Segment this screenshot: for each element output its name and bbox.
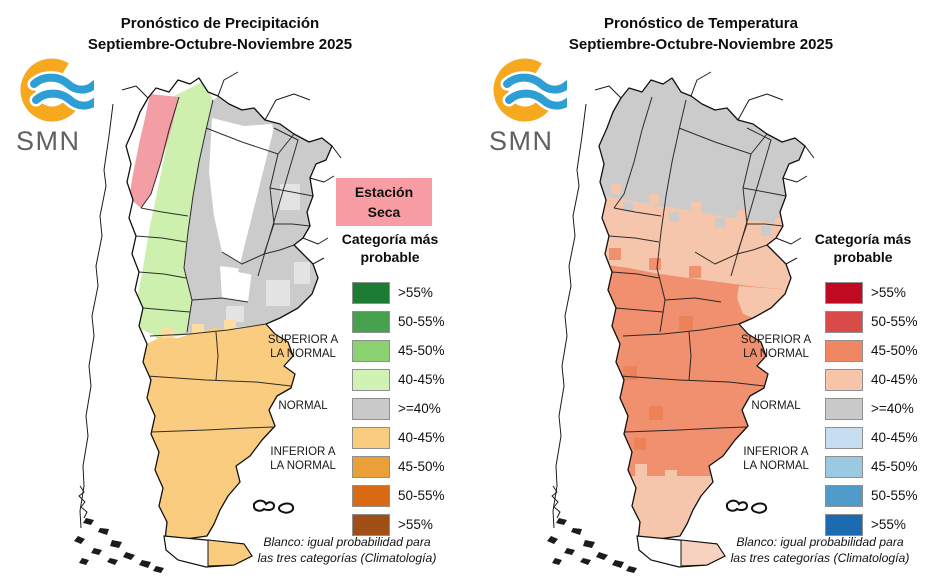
- smn-logo-icon: [493, 58, 567, 122]
- title-line1: Pronóstico de Precipitación: [120, 15, 320, 32]
- legend-swatch: [352, 311, 390, 333]
- legend-swatch: [825, 282, 863, 304]
- legend-label: 50-55%: [871, 314, 918, 329]
- legend-swatch: [352, 514, 390, 536]
- dry-season-line2: Seca: [367, 204, 401, 220]
- legend-header-line2: probable: [833, 249, 893, 266]
- legend-label: 50-55%: [398, 314, 445, 329]
- precipitation-title: Pronóstico de Precipitación Septiembre-O…: [8, 13, 432, 55]
- legend-header: Categoría más probable: [795, 230, 931, 266]
- legend-header: Categoría más probable: [322, 230, 458, 266]
- legend-label: 50-55%: [398, 488, 445, 503]
- legend-label: >=40%: [398, 401, 441, 416]
- precipitation-panel: Pronóstico de Precipitación Septiembre-O…: [0, 0, 472, 585]
- smn-logo-icon: [20, 58, 94, 122]
- temperature-map: [547, 71, 815, 573]
- pink-raster-patches: [611, 184, 785, 482]
- legend-label: 45-50%: [871, 343, 918, 358]
- legend-swatch: [825, 485, 863, 507]
- gray-raster-patches: [623, 202, 771, 236]
- legend-label: >55%: [398, 517, 433, 532]
- legend-label: 45-50%: [871, 459, 918, 474]
- precipitation-map: [74, 71, 342, 573]
- legend-label: 40-45%: [398, 430, 445, 445]
- legend-swatch: [352, 369, 390, 391]
- malvinas-islands: [253, 499, 295, 514]
- legend-swatch: [352, 398, 390, 420]
- legend-header-line2: probable: [360, 249, 420, 266]
- legend-label: 50-55%: [871, 488, 918, 503]
- province-borders: [608, 96, 787, 433]
- legend-swatch: [352, 340, 390, 362]
- smn-logo: SMN: [12, 54, 116, 155]
- legend-swatch: [352, 456, 390, 478]
- title-line2: Septiembre-Octubre-Noviembre 2025: [568, 36, 834, 53]
- legend-swatch: [825, 340, 863, 362]
- malvinas-islands: [726, 499, 768, 514]
- legend-label: 40-45%: [398, 372, 445, 387]
- tierra-del-fuego: [163, 535, 253, 568]
- southern-archipelago: [547, 518, 637, 573]
- legend-header-line1: Categoría más: [341, 231, 439, 247]
- climatology-note: Blanco: igual probabilidad para las tres…: [730, 535, 910, 566]
- province-borders: [135, 96, 314, 433]
- category-inferior: INFERIOR A LA NORMAL: [743, 446, 809, 473]
- category-inferior: INFERIOR A LA NORMAL: [270, 446, 336, 473]
- climatology-note: Blanco: igual probabilidad para las tres…: [257, 535, 437, 566]
- legend-swatch: [825, 311, 863, 333]
- argentina-outline: [125, 77, 333, 541]
- title-line2: Septiembre-Octubre-Noviembre 2025: [87, 36, 353, 53]
- neighbor-borders: [551, 71, 815, 529]
- tierra-del-fuego: [636, 535, 726, 568]
- legend-label: >55%: [398, 285, 433, 300]
- smn-logo-text: SMN: [16, 126, 81, 156]
- neighbor-borders: [78, 71, 342, 529]
- legend-label: >=40%: [871, 401, 914, 416]
- smn-logo: SMN: [485, 54, 589, 155]
- temperature-title: Pronóstico de Temperatura Septiembre-Oct…: [489, 13, 913, 55]
- argentina-outline: [598, 77, 806, 541]
- legend-header-line1: Categoría más: [814, 231, 912, 247]
- legend-swatch: [352, 282, 390, 304]
- legend-label: 45-50%: [398, 343, 445, 358]
- smn-logo-text: SMN: [489, 126, 554, 156]
- title-line1: Pronóstico de Temperatura: [604, 15, 798, 32]
- orange-raster-patches: [162, 320, 236, 338]
- dry-season-badge: Estación Seca: [336, 178, 432, 226]
- legend-swatch: [352, 427, 390, 449]
- legend-label: 40-45%: [871, 430, 918, 445]
- temperature-panel: Pronóstico de Temperatura Septiembre-Oct…: [473, 0, 945, 585]
- dark-salmon-patches: [623, 316, 693, 450]
- dry-season-line1: Estación: [354, 183, 414, 200]
- legend-label: >55%: [871, 517, 906, 532]
- legend-swatch: [825, 514, 863, 536]
- legend-swatch: [825, 369, 863, 391]
- legend-label: >55%: [871, 285, 906, 300]
- legend-swatch: [352, 485, 390, 507]
- southern-archipelago: [74, 518, 164, 573]
- category-superior: SUPERIOR A LA NORMAL: [740, 334, 812, 361]
- legend-swatch: [825, 398, 863, 420]
- legend-swatch: [825, 456, 863, 478]
- legend-label: 40-45%: [871, 372, 918, 387]
- legend-label: 45-50%: [398, 459, 445, 474]
- gray-raster-patches: [226, 184, 310, 322]
- category-normal: NORMAL: [278, 400, 328, 412]
- category-normal: NORMAL: [751, 400, 801, 412]
- category-superior: SUPERIOR A LA NORMAL: [267, 334, 339, 361]
- legend-swatch: [825, 427, 863, 449]
